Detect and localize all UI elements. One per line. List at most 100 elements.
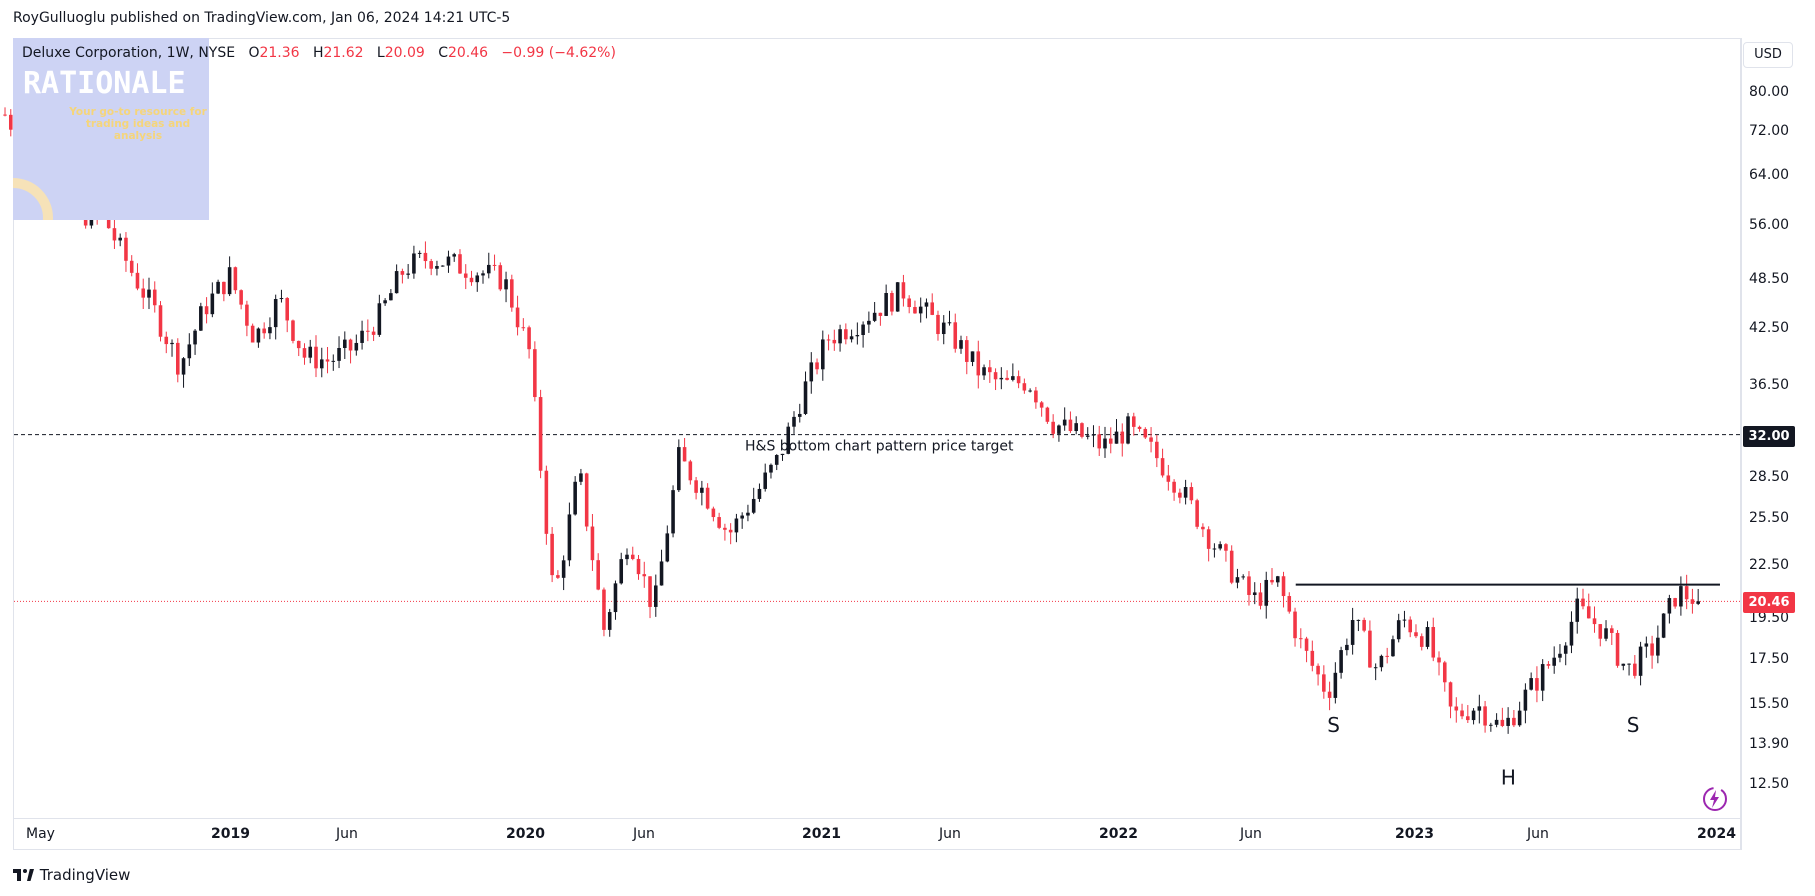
tradingview-footer[interactable]: TradingView: [13, 866, 130, 884]
candle-body: [550, 533, 554, 576]
time-tick-label: 2019: [211, 826, 250, 842]
candle-body: [199, 306, 203, 331]
candle-body: [463, 273, 468, 278]
candle-body: [872, 312, 877, 321]
legend-low-label: L: [376, 45, 385, 61]
candle-body: [700, 487, 704, 493]
candle-body: [1621, 663, 1626, 666]
candle-body: [890, 292, 894, 312]
price-tick-label: 25.50: [1749, 510, 1790, 527]
candle-body: [780, 453, 785, 456]
candle-body: [619, 559, 624, 584]
watermark-tagline: Your go-to resource for trading ideas an…: [69, 106, 207, 142]
candle-body: [705, 487, 710, 509]
price-tick-label: 28.50: [1749, 468, 1790, 485]
candle-body: [1045, 407, 1050, 422]
price-scale-divider: [1741, 38, 1742, 850]
legend-low-value: 20.09: [384, 45, 425, 61]
candle-body: [1160, 458, 1165, 476]
candle-body: [1512, 717, 1516, 726]
candle-body: [3, 114, 7, 116]
candle-body: [757, 488, 762, 499]
candle-body: [469, 277, 474, 283]
candle-body: [711, 508, 716, 518]
candle-body: [1425, 627, 1430, 647]
candle-body: [1627, 663, 1631, 665]
candle-body: [481, 273, 485, 276]
candle-body: [1310, 650, 1315, 666]
candle-body: [1396, 620, 1401, 640]
candle-body: [1137, 426, 1142, 429]
candle-body: [884, 292, 888, 316]
candle-body: [1183, 487, 1188, 498]
candle-body: [556, 575, 560, 578]
legend-symbol[interactable]: Deluxe Corporation, 1W, NYSE: [22, 45, 236, 61]
candle-body: [314, 346, 318, 369]
currency-button[interactable]: USD: [1743, 42, 1793, 68]
last-price-badge: 20.46: [1743, 592, 1795, 613]
candle-body: [1615, 632, 1620, 666]
candle-body: [607, 612, 612, 630]
candle-body: [1224, 544, 1228, 551]
candle-body: [371, 331, 376, 335]
candle-body: [1523, 689, 1528, 711]
candle-body: [135, 272, 140, 289]
candle-body: [239, 290, 243, 305]
candle-body: [273, 299, 278, 328]
time-tick-label: 2022: [1099, 826, 1138, 842]
chart-pane[interactable]: [13, 38, 1741, 850]
candle-body: [1258, 592, 1263, 606]
candle-body: [1500, 719, 1505, 726]
candle-body: [590, 526, 595, 561]
pattern-label-left-shoulder: S: [1327, 713, 1340, 737]
symbol-legend[interactable]: Deluxe Corporation, 1W, NYSE O21.36 H21.…: [22, 45, 616, 61]
candle-body: [1005, 377, 1009, 380]
candle-body: [1391, 639, 1395, 657]
candle-body: [1028, 390, 1032, 392]
candle-body: [648, 576, 652, 607]
candle-body: [383, 300, 387, 304]
candle-body: [1540, 664, 1545, 691]
candle-body: [1604, 628, 1608, 639]
watermark-logo: RATIONALE Your go-to resource for tradin…: [13, 38, 209, 220]
legend-close-value: 20.46: [447, 45, 489, 61]
price-tick-label: 15.50: [1749, 695, 1790, 712]
candle-body: [815, 362, 819, 370]
candle-body: [953, 322, 958, 349]
candle-body: [809, 362, 814, 382]
candle-body: [1598, 624, 1603, 639]
candle-body: [233, 267, 238, 291]
candle-body: [774, 455, 779, 465]
candle-body: [878, 312, 883, 316]
time-tick-label: Jun: [1527, 826, 1549, 842]
candle-body: [222, 281, 226, 295]
candle-body: [1638, 646, 1643, 676]
candle-body: [1650, 643, 1654, 656]
candle-body: [1155, 441, 1159, 459]
candle-body: [423, 252, 428, 262]
candle-body: [1684, 586, 1689, 600]
candle-body: [740, 515, 744, 519]
candle-body: [677, 447, 681, 491]
candle-body: [1696, 601, 1700, 604]
candle-body: [855, 335, 860, 337]
price-tick-label: 42.50: [1749, 319, 1790, 336]
candle-body: [1448, 682, 1453, 707]
lightning-bolt-icon[interactable]: [1701, 785, 1729, 813]
candle-body: [1610, 628, 1614, 633]
candle-body: [475, 275, 480, 283]
candle-body: [492, 264, 497, 266]
candle-body: [1402, 619, 1407, 621]
price-tick-label: 17.50: [1749, 650, 1790, 667]
candle-body: [268, 327, 272, 334]
candle-body: [1644, 643, 1649, 647]
candle-body: [389, 293, 393, 301]
candle-body: [613, 583, 618, 613]
candle-body: [164, 336, 169, 345]
candle-body: [1091, 434, 1096, 436]
candle-body: [1051, 421, 1055, 434]
candle-body: [913, 307, 917, 314]
time-tick-label: 2021: [802, 826, 841, 842]
candle-body: [1466, 716, 1470, 721]
